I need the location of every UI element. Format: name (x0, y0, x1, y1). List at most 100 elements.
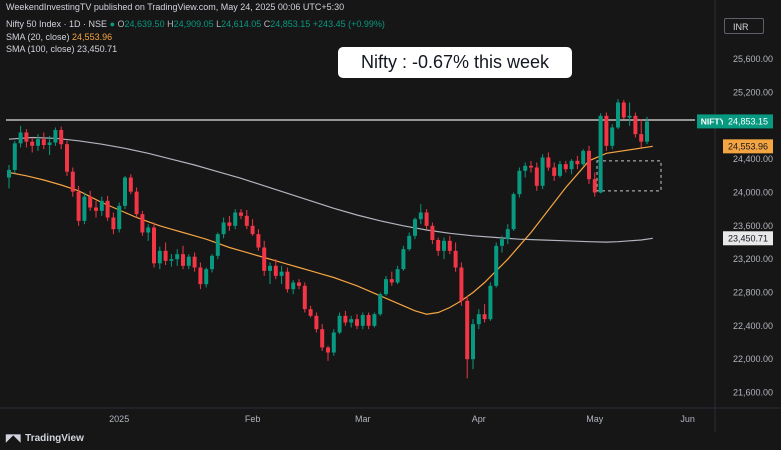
candle-body (639, 134, 644, 142)
chart-legend: Nifty 50 Index · 1D · NSE ● O24,639.50 H… (6, 18, 385, 56)
sma20-price-tag-box (723, 139, 773, 154)
candle-body (442, 240, 446, 251)
candle-body (140, 214, 145, 233)
y-tick-label: 23,200.00 (733, 254, 773, 264)
candle-body (384, 279, 388, 295)
sma20-row[interactable]: SMA (20, close) 24,553.96 (6, 31, 385, 44)
candle-body (529, 165, 533, 168)
candle-body (476, 314, 481, 325)
close-key: C (263, 19, 271, 29)
candle-body (204, 269, 209, 285)
candle-body (389, 279, 394, 283)
low-value: 24,614.05 (221, 19, 262, 29)
sma100-label: SMA (100, close) (6, 44, 75, 54)
candle-body (587, 150, 591, 180)
x-tick-label: Mar (355, 414, 371, 424)
candle-body (494, 245, 499, 286)
y-tick-label: 25,200.00 (733, 88, 773, 98)
candle-body (500, 239, 504, 246)
candle-body (47, 142, 52, 145)
candle-body (94, 207, 98, 211)
y-tick-label: 23,600.00 (733, 221, 773, 231)
candle-body (297, 282, 301, 286)
candle-body (633, 115, 638, 135)
candle-body (18, 132, 23, 144)
candle-body (349, 319, 354, 323)
candle-body (70, 171, 75, 192)
candle-body (99, 200, 104, 211)
candle-body (285, 271, 290, 290)
candle-body (105, 200, 110, 218)
candle-body (65, 144, 69, 172)
candle-body (320, 329, 325, 348)
candle-body (401, 249, 406, 270)
candle-body (366, 315, 371, 326)
high-key: H (167, 19, 174, 29)
candle-body (471, 324, 475, 360)
candle-body (221, 222, 226, 235)
nifty-price-tag-box (723, 114, 773, 129)
y-tick-label: 25,600.00 (733, 54, 773, 64)
sma100-line (8, 136, 653, 243)
candle-body (511, 194, 516, 230)
candle-body (244, 215, 249, 226)
ohlc-row: Nifty 50 Index · 1D · NSE ● O24,639.50 H… (6, 18, 385, 31)
candle-body (558, 164, 562, 176)
candle-body (53, 130, 58, 143)
candle-body (30, 141, 35, 146)
candle-body (372, 314, 377, 326)
sma20-price-tag-value: 24,553.96 (728, 141, 768, 151)
sma100-row[interactable]: SMA (100, close) 23,450.71 (6, 43, 385, 56)
candle-body (627, 115, 632, 118)
candle-body (7, 170, 11, 178)
candle-body (523, 165, 528, 171)
candle-body (88, 196, 93, 208)
x-tick-label: Jun (680, 414, 695, 424)
candle-body (308, 309, 313, 316)
symbol-label[interactable]: Nifty 50 Index · 1D · NSE (6, 19, 108, 29)
candle-body (111, 217, 116, 230)
candle-body (192, 256, 197, 268)
y-tick-label: 24,400.00 (733, 154, 773, 164)
weekly-change-callout: Nifty : -0.67% this week (338, 47, 572, 78)
candle-body (36, 139, 40, 146)
open-value: 24,639.50 (124, 19, 165, 29)
candle-body (331, 332, 336, 353)
tradingview-logo-icon: ◤◥ (6, 433, 20, 444)
candle-body (517, 170, 522, 195)
published-text: WeekendInvestingTV published on TradingV… (6, 2, 345, 12)
candle-body (262, 247, 267, 271)
y-tick-label: 24,000.00 (733, 188, 773, 198)
candle-body (575, 160, 580, 165)
currency-button[interactable]: INR (724, 18, 764, 34)
sma20-value: 24,553.96 (72, 31, 113, 42)
candle-body (407, 235, 412, 250)
candle-body (453, 250, 458, 268)
candle-body (360, 315, 365, 326)
y-tick-label: 22,400.00 (733, 321, 773, 331)
candle-body (157, 250, 162, 264)
candle-body (268, 265, 272, 271)
candle-body (418, 212, 423, 220)
candle-body (198, 267, 203, 285)
candle-body (337, 315, 342, 333)
candle-body (41, 139, 46, 145)
candle-body (227, 222, 232, 226)
candle-body (314, 315, 319, 330)
candle-body (395, 269, 400, 283)
candle-body (616, 102, 620, 128)
candle-body (250, 225, 255, 235)
candle-body (604, 115, 609, 146)
candle-body (59, 130, 64, 145)
candle-body (215, 234, 220, 256)
nifty-price-tag-value: 24,853.15 (728, 116, 768, 126)
nifty-price-tag-name: NIFTY (701, 116, 726, 126)
tradingview-brand[interactable]: ◤◥ TradingView (6, 433, 84, 444)
candle-body (169, 259, 174, 261)
candle-body (505, 229, 510, 240)
candle-body (273, 265, 278, 276)
sma100-price-tag-box (723, 231, 773, 246)
sma20-line (8, 145, 653, 315)
candle-body (326, 347, 330, 353)
